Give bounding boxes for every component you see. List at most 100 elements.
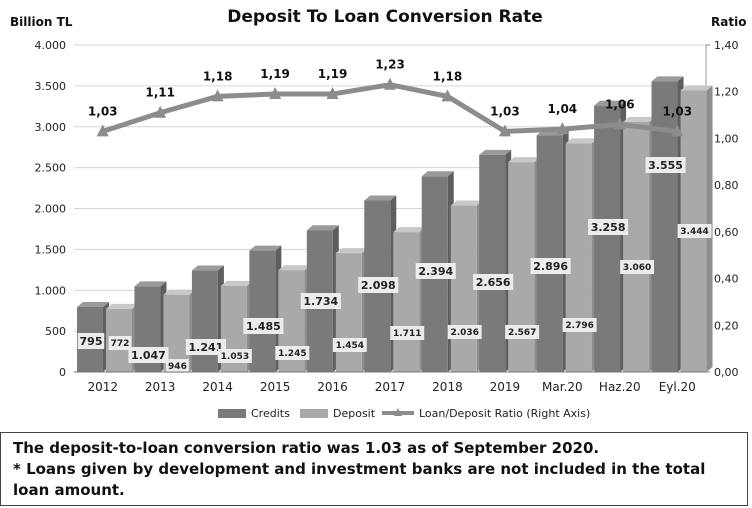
credit-bar-top <box>306 225 339 231</box>
credit-value-label: 1.241 <box>189 341 224 354</box>
x-tick-label: 2017 <box>375 380 406 394</box>
y-right-tick-label: 1,00 <box>714 132 739 145</box>
ratio-point <box>613 117 626 130</box>
credit-value-label: 2.098 <box>361 279 396 292</box>
legend-label-ratio: Loan/Deposit Ratio (Right Axis) <box>419 407 590 420</box>
ratio-point <box>556 122 569 135</box>
deposit-bar-top <box>220 280 253 286</box>
credit-value-label: 2.656 <box>476 276 511 289</box>
legend-marker-ratio <box>394 408 402 416</box>
x-tick-label: 2015 <box>260 380 291 394</box>
deposit-bar <box>565 143 592 372</box>
x-tick-label: 2013 <box>145 380 176 394</box>
ratio-point <box>498 124 511 137</box>
credit-bar-top <box>134 281 167 287</box>
credit-value-label-bg <box>128 347 169 363</box>
deposit-bar <box>335 253 362 372</box>
x-tick-label: 2018 <box>432 380 463 394</box>
deposit-value-label: 1.711 <box>393 329 421 339</box>
x-tick-label: 2014 <box>202 380 233 394</box>
ratio-value-label: 1,23 <box>375 58 405 72</box>
credit-bar-top <box>249 245 282 251</box>
deposit-bar-top <box>450 200 483 206</box>
y-left-tick-label: 3.500 <box>35 80 67 93</box>
deposit-value-label: 1.454 <box>336 341 364 351</box>
deposit-value-label: 772 <box>111 339 130 349</box>
deposit-value-label: 946 <box>168 362 187 372</box>
legend-label-deposit: Deposit <box>333 407 376 420</box>
y-right-tick-label: 0,80 <box>714 179 739 192</box>
ratio-value-label: 1,11 <box>145 86 175 100</box>
credit-value-label-bg <box>415 263 456 279</box>
legend-label-credits: Credits <box>251 407 290 420</box>
deposit-value-label: 2.567 <box>508 328 536 338</box>
deposit-value-label: 1.245 <box>278 349 306 359</box>
ratio-point <box>154 105 167 118</box>
y-left-tick-label: 500 <box>45 325 66 338</box>
deposit-bar-top <box>106 303 138 309</box>
y-axis-left-title: Billion TL <box>10 15 73 29</box>
y-axis-right-title: Ratio <box>711 15 746 29</box>
credit-value-label: 1.047 <box>131 349 166 362</box>
y-left-tick-label: 2.000 <box>35 203 67 216</box>
deposit-bar-top <box>278 265 311 271</box>
legend-swatch-credits <box>218 409 246 418</box>
x-tick-label: Eyl.20 <box>659 380 696 394</box>
chart-svg: Deposit To Loan Conversion Rate Billion T… <box>10 7 746 420</box>
credit-value-label-bg <box>358 277 399 293</box>
ratio-value-label: 1,18 <box>203 69 233 83</box>
y-right-tick-label: 0,60 <box>714 226 739 239</box>
credit-value-label: 1.485 <box>246 320 281 333</box>
credit-bar <box>594 105 621 372</box>
chart: Deposit To Loan Conversion Rate Billion T… <box>10 7 746 420</box>
credit-value-label: 2.394 <box>418 265 453 278</box>
y-right-tick-label: 1,20 <box>714 86 739 99</box>
deposit-value-label-bg <box>275 346 310 360</box>
credit-value-label-bg <box>530 258 571 274</box>
credit-value-label-bg <box>300 293 341 309</box>
deposit-bar <box>508 162 535 372</box>
y-right-tick-label: 0,40 <box>714 273 739 286</box>
deposit-bar <box>393 232 420 372</box>
deposit-bar-top <box>335 248 368 254</box>
ratio-value-label: 1,19 <box>260 67 290 81</box>
ratio-point <box>384 77 396 90</box>
credit-value-label-bg <box>588 219 629 235</box>
ratio-point <box>671 124 684 137</box>
x-tick-label: Haz.20 <box>599 380 641 394</box>
ratio-value-label: 1,03 <box>490 104 520 118</box>
y-right-tick-label: 0,20 <box>714 319 739 332</box>
ratio-point <box>441 89 454 102</box>
credit-value-label-bg <box>243 318 284 334</box>
deposit-bar <box>450 205 477 372</box>
chart-title: Deposit To Loan Conversion Rate <box>227 7 543 27</box>
deposit-value-label-bg <box>505 325 540 339</box>
deposit-value-label: 2.796 <box>565 321 593 331</box>
credit-bar-top <box>191 265 224 271</box>
credit-value-label: 1.734 <box>303 295 338 308</box>
credit-bar <box>479 154 506 372</box>
deposit-value-label-bg <box>677 224 712 238</box>
deposit-value-label: 2.036 <box>450 328 478 338</box>
y-left-tick-label: 1.500 <box>35 243 67 256</box>
deposit-bar-top <box>623 116 656 122</box>
y-left-tick-label: 3.000 <box>35 121 67 134</box>
deposit-value-label-bg <box>390 326 425 340</box>
ratio-value-label: 1,04 <box>548 102 578 116</box>
credit-bar-top <box>651 76 684 82</box>
ratio-point <box>96 124 109 137</box>
credit-bar <box>191 270 218 372</box>
deposit-bar-top <box>565 138 598 144</box>
credit-value-label-bg <box>645 157 686 173</box>
credit-bar-top <box>479 149 512 155</box>
deposit-value-label-bg <box>166 359 189 373</box>
footnote-line-1: The deposit-to-loan conversion ratio was… <box>13 439 600 457</box>
deposit-bar-top <box>163 289 196 295</box>
credit-bar-top <box>594 100 627 106</box>
footnote-box: The deposit-to-loan conversion ratio was… <box>0 432 748 506</box>
deposit-bar <box>623 121 650 372</box>
deposit-bar-top <box>508 157 541 163</box>
footnote-line-2: * Loans given by development and investm… <box>13 460 706 499</box>
deposit-value-label: 1.053 <box>221 352 249 362</box>
credit-bar-top <box>364 195 397 201</box>
